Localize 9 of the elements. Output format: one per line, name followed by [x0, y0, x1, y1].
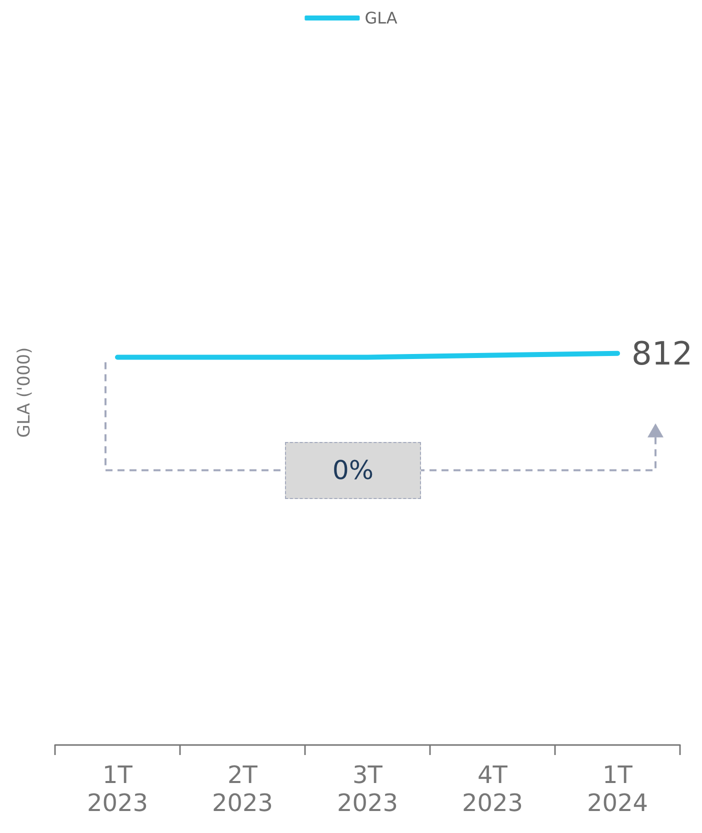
x-tick-label: 1T 2024 — [586, 761, 648, 817]
x-tick-label: 4T 2023 — [462, 761, 524, 817]
annotation: 0% — [332, 456, 374, 486]
legend-label: GLA — [364, 8, 398, 28]
y-axis-title: GLA ('000) — [14, 347, 34, 438]
x-tick-label: 1T 2023 — [86, 761, 148, 817]
annotation: 812 — [632, 334, 693, 372]
x-tick-label: 2T 2023 — [212, 761, 274, 817]
x-tick-label: 3T 2023 — [336, 761, 398, 817]
